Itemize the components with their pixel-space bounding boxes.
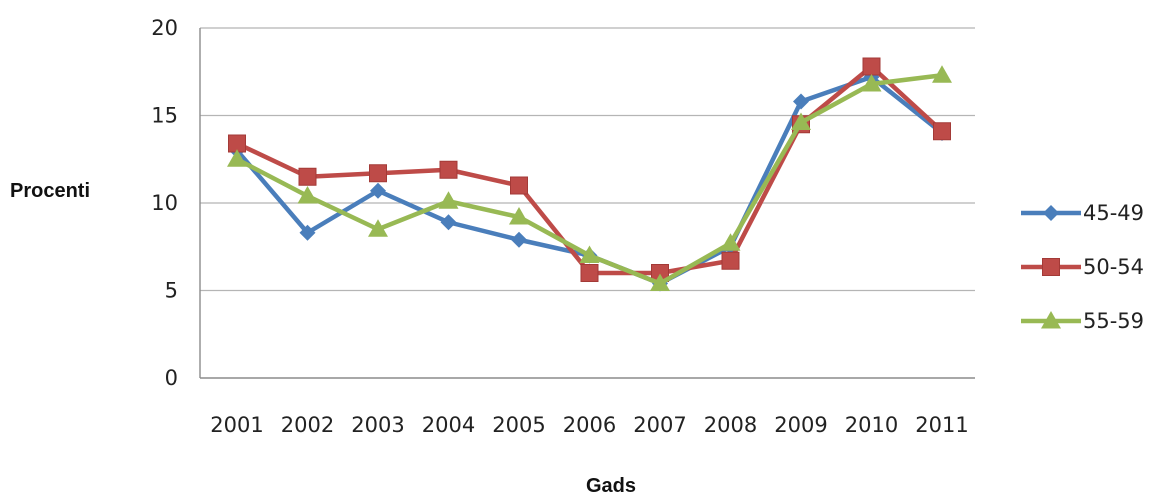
x-tick-label: 2010 [845, 413, 898, 437]
y-tick-label: 5 [165, 279, 178, 303]
gridlines [200, 27, 975, 292]
series-55-59 [227, 65, 952, 291]
data-point-marker [932, 65, 952, 83]
data-point-marker [862, 57, 881, 76]
data-point-marker [227, 149, 247, 167]
data-point-marker [933, 122, 951, 141]
data-point-marker [579, 245, 600, 263]
legend-marker [1042, 258, 1060, 276]
data-point-marker [440, 214, 457, 231]
x-tick-label: 2008 [704, 413, 757, 437]
y-tick-label: 0 [165, 366, 178, 390]
data-point-marker [791, 112, 811, 130]
y-tick-label: 10 [151, 191, 178, 215]
x-axis-title: Gads [586, 475, 636, 497]
data-point-marker [438, 191, 459, 209]
x-tick-label: 2005 [492, 413, 545, 437]
data-point-marker [580, 264, 599, 282]
data-point-marker [297, 186, 318, 204]
x-tick-label: 2007 [633, 413, 686, 437]
x-tick-label: 2004 [422, 413, 475, 437]
data-point-marker [861, 74, 882, 92]
x-tick-label: 2003 [351, 413, 404, 437]
data-point-marker [650, 273, 670, 291]
x-tick-label: 2001 [210, 413, 263, 437]
x-tick-label: 2011 [915, 413, 968, 437]
data-point-marker [511, 231, 527, 248]
axes: 0 5 10 15 20 2001 2002 2003 2004 2005 2006 2007 2008… [151, 16, 975, 437]
y-tick-label: 20 [151, 16, 178, 40]
data-point-marker [299, 224, 316, 241]
legend-item: 45-49 [1021, 201, 1144, 225]
data-point-marker [298, 167, 317, 186]
data-point-marker [793, 93, 809, 110]
legend-marker [1043, 205, 1059, 221]
x-tick-label: 2002 [281, 413, 334, 437]
y-axis-title: Procenti [10, 180, 90, 202]
legend-label: 45-49 [1083, 201, 1144, 225]
data-point-marker [368, 219, 388, 237]
legend-label: 50-54 [1083, 255, 1144, 279]
legend-marker [1041, 311, 1061, 329]
legend-label: 55-59 [1083, 309, 1144, 333]
legend-item: 50-54 [1021, 255, 1144, 279]
data-point-marker [439, 160, 458, 179]
data-point-marker [510, 176, 528, 195]
legend-item: 55-59 [1021, 309, 1144, 333]
legend: 45-49 50-54 55-59 [1021, 201, 1144, 333]
data-point-marker [370, 182, 386, 199]
data-point-marker [720, 233, 741, 251]
x-tick-label: 2006 [563, 413, 616, 437]
series-line [234, 64, 945, 276]
x-tick-label: 2009 [774, 413, 827, 437]
data-point-marker [509, 207, 529, 225]
data-point-marker [369, 164, 387, 183]
series-lines [227, 57, 952, 292]
y-tick-label: 15 [151, 104, 178, 128]
data-point-marker [721, 251, 740, 270]
